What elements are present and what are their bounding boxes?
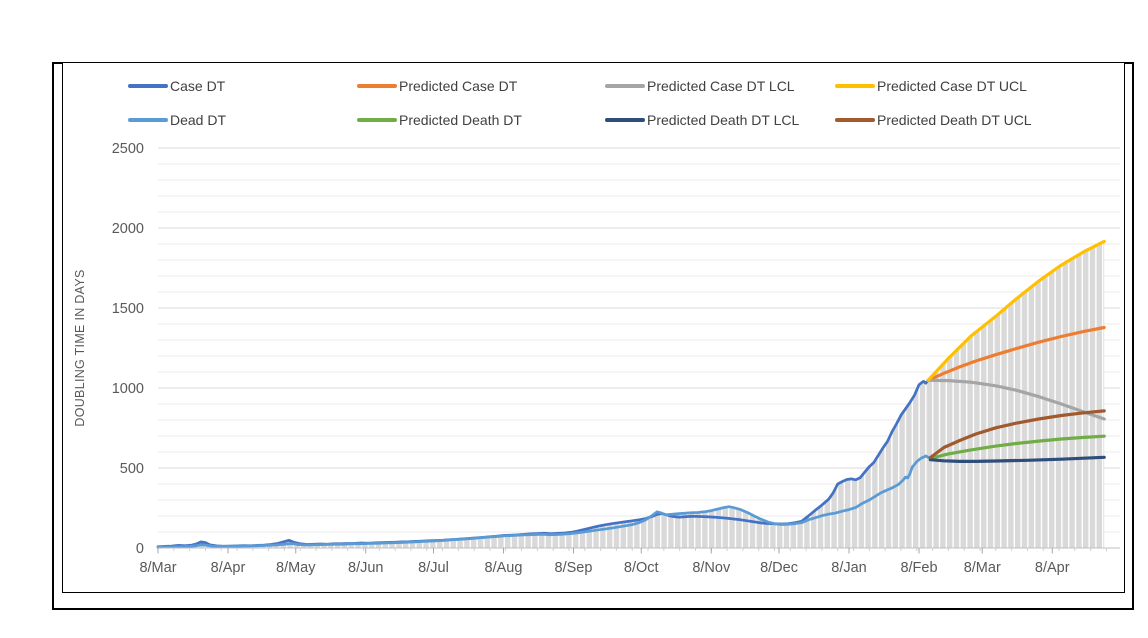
legend-item-dead-dt: Dead DT (128, 112, 226, 128)
series-line-case-dt (156, 378, 930, 549)
legend-item-predicted-case-dt: Predicted Case DT (357, 78, 517, 94)
x-tick-label: 8/Feb (900, 560, 937, 576)
legend-swatch-predicted-case-dt-ucl (835, 83, 875, 89)
y-tick-label: 0 (136, 541, 144, 557)
legend-item-case-dt: Case DT (128, 78, 225, 94)
x-tick-label: 8/Nov (692, 560, 731, 576)
legend-label: Predicted Case DT (399, 78, 518, 94)
y-axis-title: DOUBLING TIME IN DAYS (73, 269, 87, 426)
legend-item-predicted-case-dt-lcl: Predicted Case DT LCL (605, 78, 795, 94)
x-tick-label: 8/Oct (624, 560, 659, 576)
envelope-area (158, 241, 1105, 548)
x-tick-label: 8/Sep (555, 560, 593, 576)
y-tick-label: 2000 (112, 221, 144, 237)
series-line-predicted-death-dt-ucl (928, 409, 1106, 460)
area-fill (158, 241, 1105, 548)
legend-label: Dead DT (170, 112, 227, 128)
legend-item-predicted-case-dt-ucl: Predicted Case DT UCL (835, 78, 1027, 94)
legend-swatch-predicted-death-dt-lcl (605, 117, 645, 123)
series-line-dead-dt (156, 454, 932, 549)
legend-label: Predicted Case DT LCL (647, 78, 795, 94)
legend-swatch-predicted-case-dt (357, 83, 397, 89)
series-line-predicted-case-dt-lcl (926, 378, 1106, 421)
x-tick-label: 8/Jan (831, 560, 866, 576)
legend-item-predicted-death-dt-lcl: Predicted Death DT LCL (605, 112, 799, 128)
x-tick-label: 8/Mar (139, 560, 176, 576)
legend-swatch-predicted-case-dt-lcl (605, 83, 645, 89)
legend-label: Case DT (170, 78, 226, 94)
legend-swatch-case-dt (128, 83, 168, 89)
chart-canvas: 8/Mar 8/Apr 8/May 8/Jun 8/Jul 8/Aug 8/Sep 8/Oct… (73, 141, 1120, 576)
legend-item-predicted-death-dt-ucl: Predicted Death DT UCL (835, 112, 1032, 128)
chart-object[interactable]: 8/Mar 8/Apr 8/May 8/Jun 8/Jul 8/Aug 8/Sep 8/Oct… (62, 62, 1125, 593)
legend-swatch-dead-dt (128, 117, 168, 123)
series-line-predicted-death-dt-lcl (928, 455, 1106, 463)
x-tick-label: 8/May (276, 560, 316, 576)
y-tick-label: 500 (120, 461, 144, 477)
series-line-predicted-case-dt-ucl (926, 239, 1106, 382)
legend-label: Predicted Death DT LCL (647, 112, 800, 128)
axis-labels: 8/Mar 8/Apr 8/May 8/Jun 8/Jul 8/Aug 8/Sep 8/Oct… (73, 141, 1070, 576)
x-tick-label: 8/Jun (348, 560, 383, 576)
y-tick-label: 2500 (112, 141, 144, 157)
legend-swatch-predicted-death-dt (357, 117, 397, 123)
legend-swatch-predicted-death-dt-ucl (835, 117, 875, 123)
legend-label: Predicted Case DT UCL (877, 78, 1027, 94)
x-tick-label: 8/Aug (485, 560, 523, 576)
legend-label: Predicted Death DT (399, 112, 522, 128)
series-line-predicted-death-dt (928, 434, 1106, 460)
x-tick-label: 8/Apr (1035, 560, 1070, 576)
legend: Case DT Predicted Case DT Predicted Case… (63, 63, 1124, 143)
axes (157, 547, 1120, 554)
legend-item-predicted-death-dt: Predicted Death DT (357, 112, 522, 128)
x-tick-label: 8/Apr (211, 560, 246, 576)
series-line-predicted-case-dt (926, 325, 1106, 382)
x-tick-label: 8/Dec (760, 560, 798, 576)
series-lines (156, 239, 1106, 549)
legend-label: Predicted Death DT UCL (877, 112, 1032, 128)
y-tick-label: 1000 (112, 381, 144, 397)
x-tick-label: 8/Jul (418, 560, 449, 576)
x-tick-label: 8/Mar (964, 560, 1001, 576)
y-tick-label: 1500 (112, 301, 144, 317)
